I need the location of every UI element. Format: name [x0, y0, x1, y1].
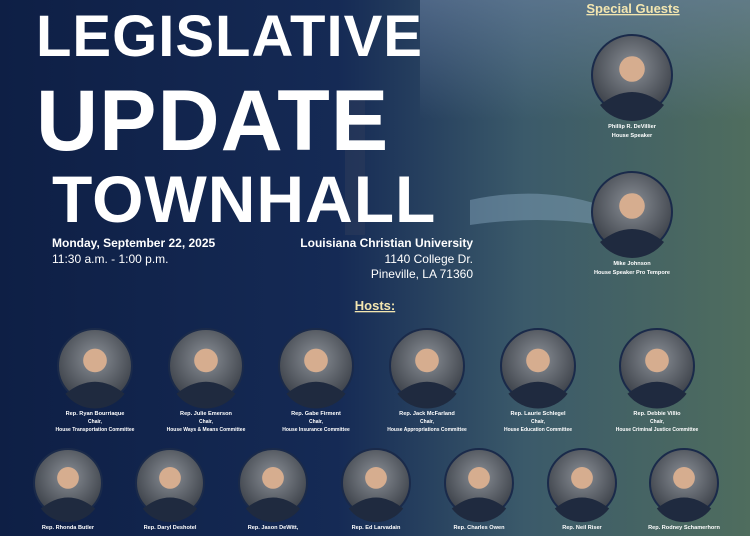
- portrait-head: [526, 348, 550, 373]
- portrait-shoulders: [65, 381, 125, 409]
- portrait: [278, 328, 354, 409]
- host-committee: House Ways & Means Committee: [167, 427, 246, 433]
- host-title: Chair,: [420, 419, 435, 425]
- portrait: [135, 448, 205, 523]
- capitol-tower: [345, 95, 365, 235]
- hosts-heading: Hosts:: [355, 298, 395, 313]
- river: [470, 193, 600, 225]
- portrait: [341, 448, 411, 523]
- guest-role: House Speaker: [612, 133, 653, 139]
- portrait-head: [619, 193, 645, 219]
- portrait-shoulders: [397, 381, 457, 409]
- portrait: [238, 448, 308, 523]
- host-name: Rep. Rhonda Butler: [42, 525, 95, 531]
- host-title: Chair,: [309, 419, 324, 425]
- portrait-head: [415, 348, 439, 373]
- host-title: Chair,: [650, 419, 665, 425]
- host-name: Rep. Julie Emerson: [180, 411, 232, 417]
- portrait-head: [468, 467, 490, 489]
- portrait-head: [194, 348, 218, 373]
- host-title: Chair,: [199, 419, 214, 425]
- title-line: TOWNHALL: [52, 162, 436, 236]
- portrait-shoulders: [40, 497, 96, 523]
- host-committee: House Criminal Justice Committee: [616, 427, 699, 433]
- portrait: [500, 328, 576, 409]
- portrait: [168, 328, 244, 409]
- host-committee: House Appropriations Committee: [387, 427, 467, 433]
- portrait-shoulders: [142, 497, 198, 523]
- sky: [420, 0, 750, 120]
- host-name: Rep. Neil Riser: [562, 525, 602, 531]
- portrait-shoulders: [508, 381, 568, 409]
- host-name: Rep. Charles Owen: [454, 525, 506, 531]
- portrait-shoulders: [600, 229, 664, 258]
- people: Phillip R. DeVillier House Speaker Mike Jo…: [33, 34, 720, 531]
- portrait-head: [304, 348, 328, 373]
- portrait-head: [645, 348, 669, 373]
- event-time: 11:30 a.m. - 1:00 p.m.: [52, 252, 169, 266]
- portrait-head: [57, 467, 79, 489]
- portrait-shoulders: [656, 497, 712, 523]
- host-name: Rep. Ed Larvadain: [352, 525, 401, 531]
- portrait: [57, 328, 133, 409]
- host-name: Rep. Gabe Firment: [291, 411, 341, 417]
- host-name: Rep. Ryan Bourriaque: [66, 411, 125, 417]
- host-name: Rep. Daryl Deshotel: [144, 525, 197, 531]
- portrait-head: [365, 467, 387, 489]
- portrait-shoulders: [554, 497, 610, 523]
- portrait-shoulders: [348, 497, 404, 523]
- special-guests-heading: Special Guests: [586, 1, 679, 16]
- host-committee: House Insurance Committee: [282, 427, 350, 433]
- portrait: [649, 448, 719, 523]
- title-line: UPDATE: [36, 73, 389, 169]
- portrait-head: [571, 467, 593, 489]
- venue-city: Pineville, LA 71360: [371, 267, 473, 281]
- host-title: Chair,: [88, 419, 103, 425]
- host-name: Rep. Debbie Villio: [633, 411, 681, 417]
- portrait-head: [159, 467, 181, 489]
- portrait-shoulders: [176, 381, 236, 409]
- portrait-shoulders: [286, 381, 346, 409]
- venue-name: Louisiana Christian University: [300, 236, 473, 250]
- guest-role: House Speaker Pro Tempore: [594, 270, 670, 276]
- portrait: [547, 448, 617, 523]
- event-date: Monday, September 22, 2025: [52, 236, 216, 250]
- host-committee: House Transportation Committee: [56, 427, 135, 433]
- host-name: Rep. Jason DeWitt,: [248, 525, 299, 531]
- portrait: [591, 34, 673, 121]
- title-line: LEGISLATIVE: [36, 4, 423, 69]
- portrait-head: [619, 56, 645, 82]
- portrait: [444, 448, 514, 523]
- portrait-shoulders: [245, 497, 301, 523]
- guest-name: Phillip R. DeVillier: [608, 124, 657, 130]
- guest-name: Mike Johnson: [613, 261, 651, 267]
- venue-street: 1140 College Dr.: [385, 252, 474, 266]
- portrait-shoulders: [627, 381, 687, 409]
- host-name: Rep. Rodney Schamerhorn: [648, 525, 720, 531]
- portrait-head: [262, 467, 284, 489]
- portrait-head: [673, 467, 695, 489]
- portrait: [591, 171, 673, 258]
- host-committee: House Education Committee: [504, 427, 572, 433]
- portrait-head: [83, 348, 107, 373]
- portrait-shoulders: [600, 92, 664, 121]
- host-name: Rep. Laurie Schlegel: [510, 411, 565, 417]
- portrait: [389, 328, 465, 409]
- portrait-shoulders: [451, 497, 507, 523]
- portrait: [33, 448, 103, 523]
- portrait: [619, 328, 695, 409]
- host-name: Rep. Jack McFarland: [399, 411, 455, 417]
- host-title: Chair,: [531, 419, 546, 425]
